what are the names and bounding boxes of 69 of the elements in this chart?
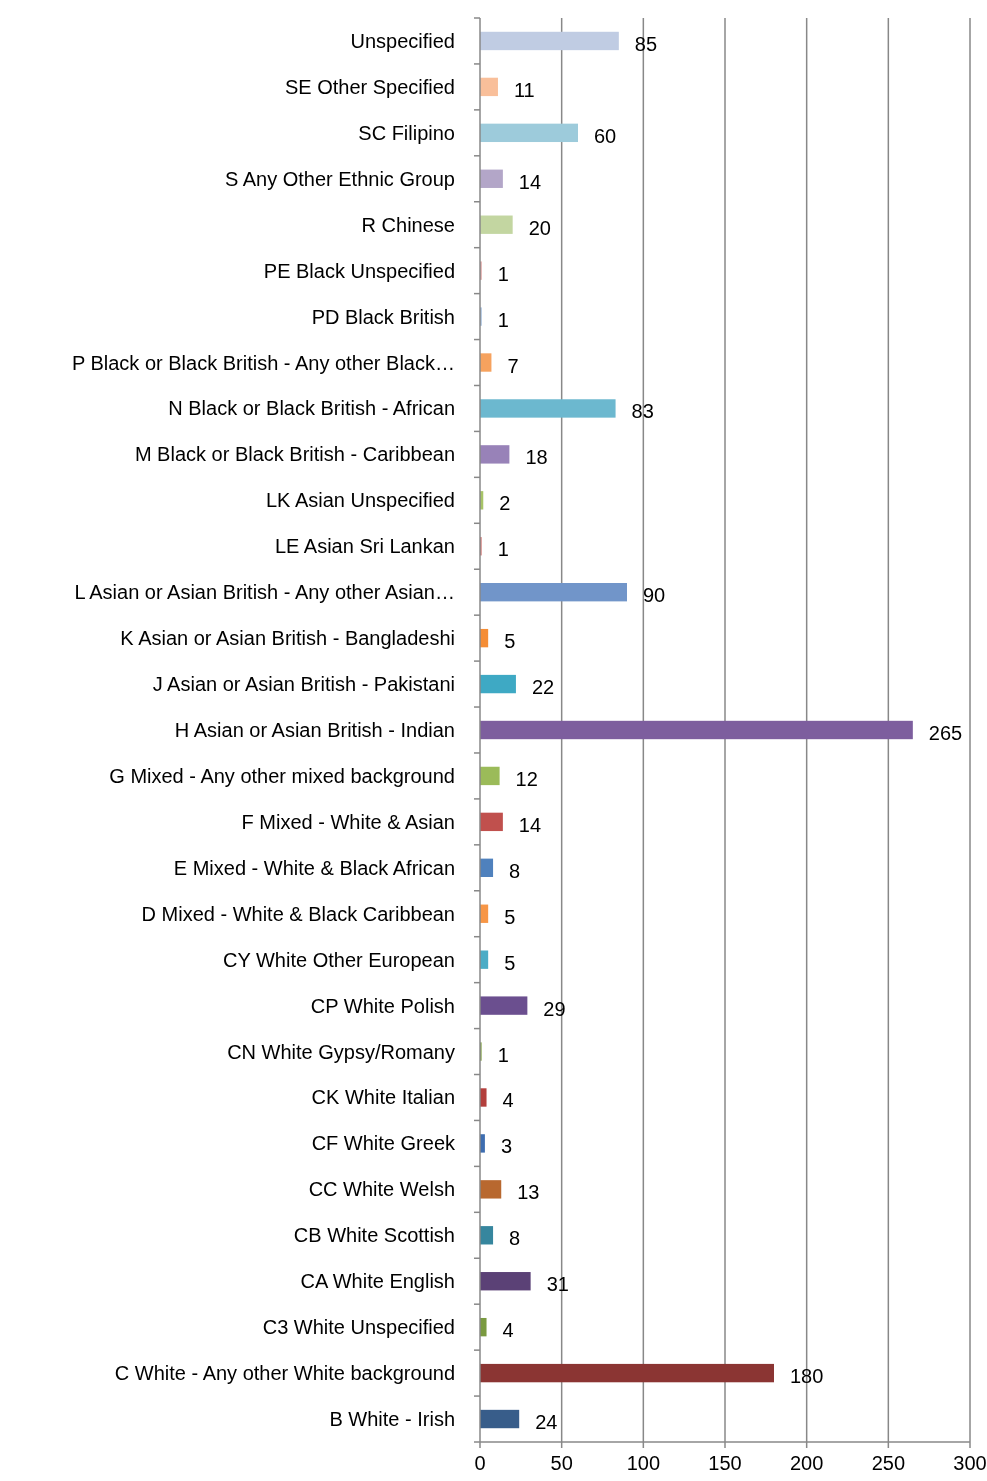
data-label: 14 [518, 170, 542, 193]
data-label: 90 [643, 584, 666, 607]
y-tick-label: N Black or Black British - African [168, 397, 455, 420]
data-label: 180 [790, 1365, 824, 1388]
y-tick-label: CN White Gypsy/Romany [227, 1040, 455, 1063]
data-label: 7 [507, 354, 519, 377]
y-tick-label: CK White Italian [311, 1086, 455, 1109]
data-label: 5 [504, 951, 516, 974]
y-tick-label: H Asian or Asian British - Indian [174, 719, 455, 741]
data-label: 31 [546, 1273, 569, 1296]
y-tick-label: CF White Greek [311, 1132, 456, 1155]
y-tick-label: K Asian or Asian British - Bangladeshi [120, 627, 455, 650]
data-label: 8 [509, 1227, 521, 1250]
y-tick-label: R Chinese [361, 213, 455, 236]
y-tick-label: SE Other Specified [284, 75, 455, 98]
data-label: 2 [499, 492, 511, 515]
y-tick-label: PE Black Unspecified [263, 259, 455, 282]
data-label: 18 [525, 446, 548, 469]
data-label: 11 [513, 78, 535, 101]
y-tick-label: M Black or Black British - Caribbean [134, 443, 455, 466]
y-tick-label: Unspecified [350, 29, 455, 52]
x-tick-label: 300 [953, 1452, 987, 1474]
y-tick-label: C3 White Unspecified [262, 1316, 455, 1339]
data-label: 12 [515, 767, 538, 790]
data-label: 22 [531, 676, 555, 699]
y-tick-label: LK Asian Unspecified [265, 489, 455, 512]
data-label: 24 [535, 1411, 558, 1434]
y-tick-label: P Black or Black British - Any other Black… [71, 351, 455, 374]
data-label: 4 [502, 1089, 514, 1112]
y-tick-label: D Mixed - White & Black Caribbean [141, 902, 455, 925]
data-label: 83 [631, 400, 654, 423]
data-label: 5 [504, 630, 516, 653]
y-tick-label: CB White Scottish [293, 1224, 455, 1247]
data-label: 60 [594, 124, 617, 147]
x-tick-label: 100 [626, 1452, 661, 1474]
y-tick-label: CC White Welsh [308, 1178, 455, 1201]
y-tick-label: SC Filipino [358, 121, 455, 144]
y-tick-label: CP White Polish [310, 994, 455, 1017]
data-label: 4 [502, 1319, 514, 1342]
data-label: 13 [517, 1181, 540, 1204]
data-label: 1 [497, 1043, 509, 1066]
y-tick-label: S Any Other Ethnic Group [224, 167, 455, 190]
y-tick-label: C White - Any other White background [114, 1362, 455, 1385]
data-label: 5 [504, 905, 516, 928]
data-label: 8 [509, 859, 521, 882]
y-tick-label: E Mixed - White & Black African [173, 856, 455, 879]
x-tick-label: 50 [550, 1452, 573, 1474]
y-tick-label: B White - Irish [329, 1408, 455, 1431]
y-tick-label: CY White Other European [223, 948, 455, 971]
y-tick-label: L Asian or Asian British - Any other Asian… [74, 581, 455, 604]
data-label: 85 [634, 32, 658, 55]
data-label: 14 [518, 813, 542, 836]
x-tick-label: 200 [789, 1452, 824, 1474]
data-label: 265 [928, 722, 963, 744]
data-label: 1 [497, 538, 509, 561]
data-label: 29 [543, 997, 566, 1020]
y-tick-label: CA White English [300, 1270, 455, 1293]
y-tick-label: PD Black British [311, 305, 455, 328]
x-tick-label: 150 [708, 1452, 742, 1474]
y-tick-label: F Mixed - White & Asian [241, 810, 455, 833]
y-tick-label: LE Asian Sri Lankan [274, 535, 455, 558]
data-label: 1 [497, 308, 509, 331]
y-tick-label: G Mixed - Any other mixed background [109, 764, 455, 787]
data-label: 20 [528, 216, 551, 239]
x-tick-label: 0 [474, 1452, 486, 1474]
x-tick-label: 250 [871, 1452, 906, 1474]
data-label: 1 [497, 262, 509, 285]
data-label: 3 [500, 1135, 513, 1158]
y-tick-label: J Asian or Asian British - Pakistani [152, 673, 455, 696]
